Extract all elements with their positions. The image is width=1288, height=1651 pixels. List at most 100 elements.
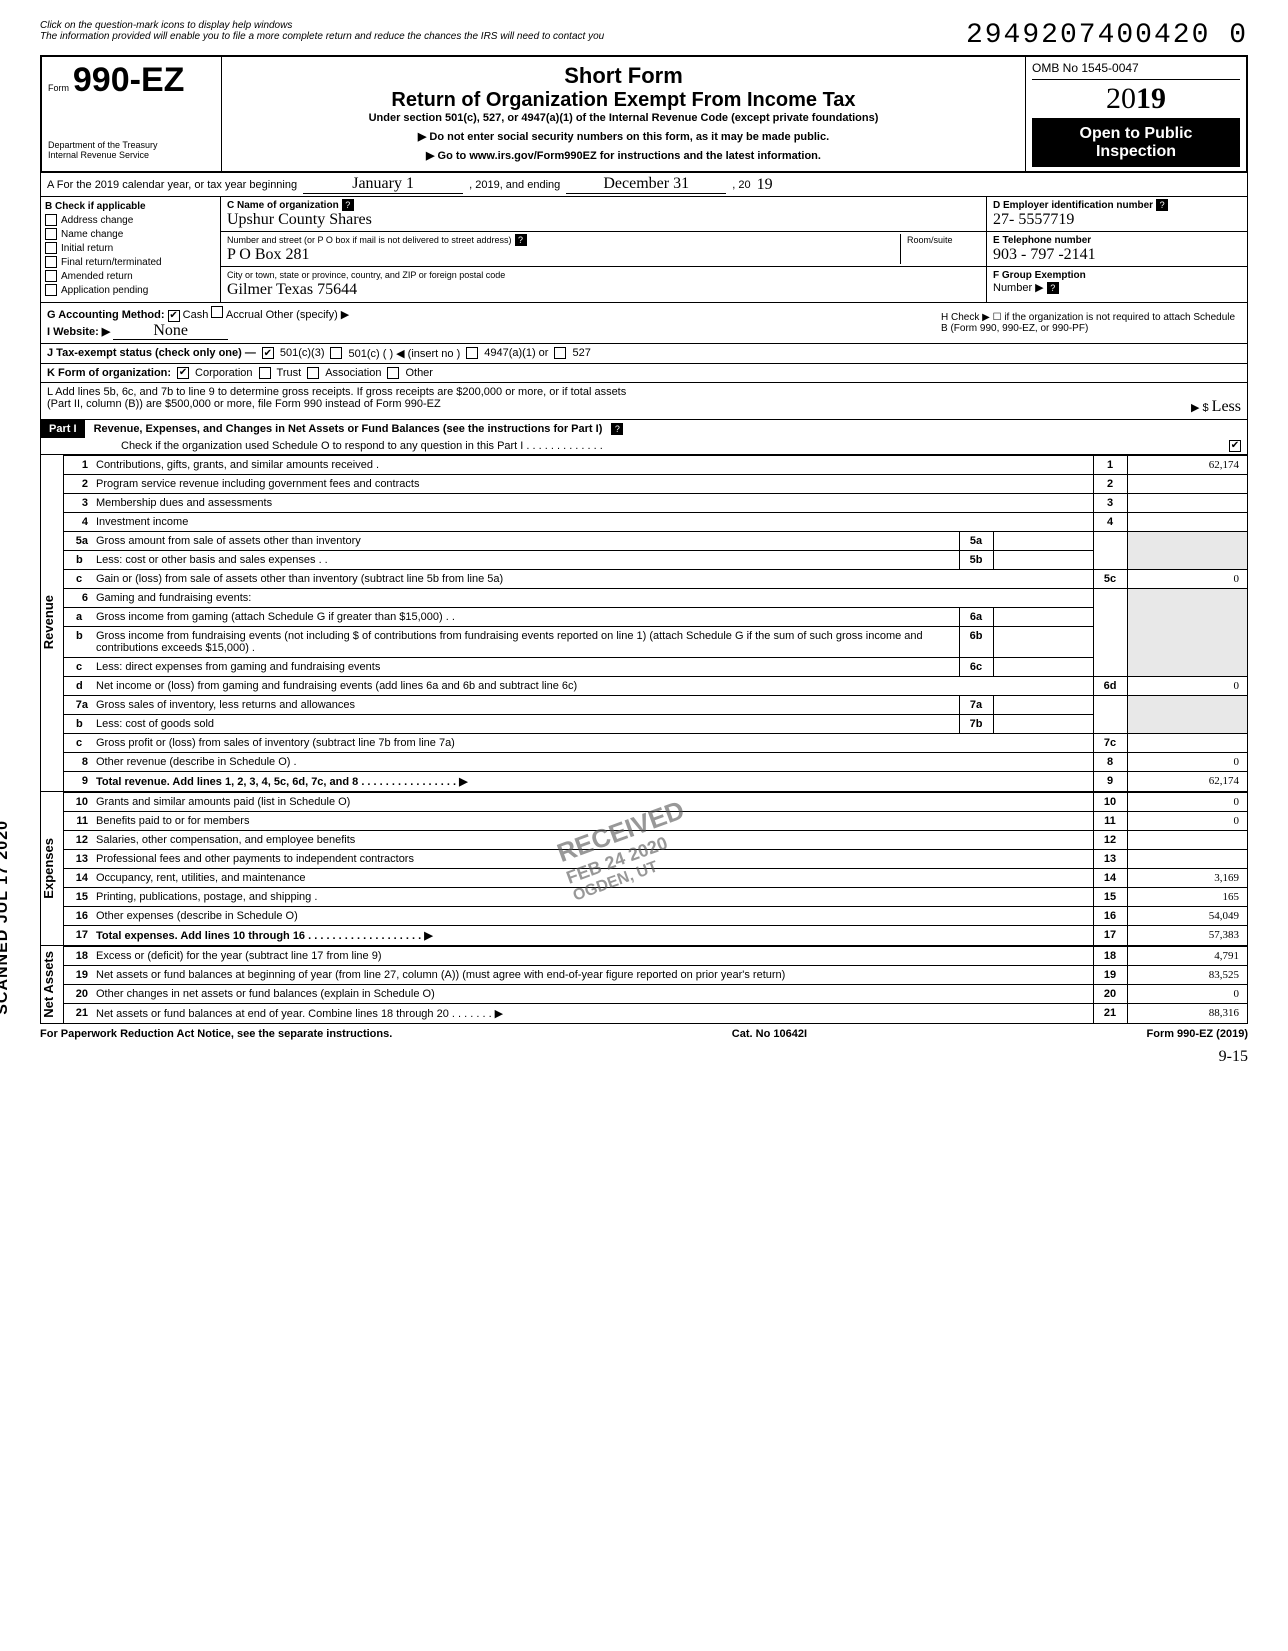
line-j: J Tax-exempt status (check only one) — ✔…	[40, 344, 1248, 364]
line-a-mid: , 2019, and ending	[469, 179, 560, 191]
part-1-tag: Part I	[41, 420, 85, 438]
line-2: 2Program service revenue including gover…	[64, 474, 1247, 493]
revenue-side-label: Revenue	[41, 595, 63, 649]
line-10: 10Grants and similar amounts paid (list …	[64, 792, 1247, 811]
expenses-side-label: Expenses	[41, 838, 63, 899]
net-assets-section: Net Assets 18Excess or (deficit) for the…	[40, 946, 1248, 1024]
line-17: 17Total expenses. Add lines 10 through 1…	[64, 925, 1247, 945]
footer: For Paperwork Reduction Act Notice, see …	[40, 1028, 1248, 1040]
chk-501c[interactable]	[330, 347, 342, 359]
form-header: Form 990-EZ Department of the Treasury I…	[40, 55, 1248, 173]
line-12: 12Salaries, other compensation, and empl…	[64, 830, 1247, 849]
open-public: Open to Public Inspection	[1032, 119, 1240, 167]
tax-year-end: December 31	[566, 175, 726, 194]
ein-value: 27- 5557719	[993, 211, 1074, 228]
col-d: D Employer identification number ? 27- 5…	[987, 197, 1247, 302]
col-c: C Name of organization ? Upshur County S…	[221, 197, 987, 302]
revenue-section: Revenue 1Contributions, gifts, grants, a…	[40, 455, 1248, 792]
chk-trust[interactable]	[259, 367, 271, 379]
net-assets-side-label: Net Assets	[41, 951, 63, 1018]
irs-label: Internal Revenue Service	[48, 150, 215, 160]
line-16: 16Other expenses (describe in Schedule O…	[64, 906, 1247, 925]
website-value: None	[113, 322, 228, 340]
chk-application-pending[interactable]: Application pending	[45, 284, 216, 296]
tax-year: 20201919	[1032, 80, 1240, 119]
chk-527[interactable]	[554, 347, 566, 359]
goto-url: ▶ Go to www.irs.gov/Form990EZ for instru…	[228, 149, 1019, 162]
tel-label: E Telephone number	[993, 235, 1091, 246]
chk-amended-return[interactable]: Amended return	[45, 270, 216, 282]
part-1-title: Revenue, Expenses, and Changes in Net As…	[88, 420, 609, 438]
line-7b: bLess: cost of goods sold7b	[64, 714, 1247, 733]
help-icon[interactable]: ?	[342, 199, 354, 211]
org-address: P O Box 281	[227, 246, 310, 263]
line-4: 4Investment income4	[64, 512, 1247, 531]
org-name: Upshur County Shares	[227, 211, 372, 228]
omb-number: OMB No 1545-0047	[1032, 61, 1240, 80]
org-city: Gilmer Texas 75644	[227, 281, 357, 298]
line-6: 6Gaming and fundraising events:	[64, 588, 1247, 607]
line-7c: cGross profit or (loss) from sales of in…	[64, 733, 1247, 752]
chk-accrual[interactable]	[211, 306, 223, 318]
gross-receipts-value: Less	[1212, 398, 1241, 415]
line-3: 3Membership dues and assessments3	[64, 493, 1247, 512]
group-exemption-label: F Group Exemption	[993, 270, 1086, 281]
chk-corporation[interactable]: ✔	[177, 367, 189, 379]
chk-association[interactable]	[307, 367, 319, 379]
line-l-2: (Part II, column (B)) are $500,000 or mo…	[47, 398, 441, 416]
chk-final-return[interactable]: Final return/terminated	[45, 256, 216, 268]
chk-other-org[interactable]	[387, 367, 399, 379]
expenses-table: 10Grants and similar amounts paid (list …	[64, 792, 1247, 945]
right-header: OMB No 1545-0047 20201919 Open to Public…	[1026, 57, 1246, 171]
line-6c: cLess: direct expenses from gaming and f…	[64, 657, 1247, 676]
form-footer: Form 990-EZ (2019)	[1147, 1028, 1248, 1040]
line-a: A For the 2019 calendar year, or tax yea…	[40, 173, 1248, 197]
line-i-label: I Website: ▶	[47, 326, 110, 338]
col-b: B Check if applicable Address change Nam…	[41, 197, 221, 302]
line-18: 18Excess or (deficit) for the year (subt…	[64, 946, 1247, 965]
revenue-table: 1Contributions, gifts, grants, and simil…	[64, 455, 1247, 791]
line-5b: bLess: cost or other basis and sales exp…	[64, 550, 1247, 569]
line-11: 11Benefits paid to or for members110	[64, 811, 1247, 830]
ssn-warning: ▶ Do not enter social security numbers o…	[228, 130, 1019, 143]
chk-501c3[interactable]: ✔	[262, 347, 274, 359]
line-l: L Add lines 5b, 6c, and 7b to line 9 to …	[40, 383, 1248, 420]
open-public-1: Open to Public	[1080, 125, 1193, 142]
under-section: Under section 501(c), 527, or 4947(a)(1)…	[228, 112, 1019, 124]
city-label: City or town, state or province, country…	[227, 270, 505, 280]
help-icon[interactable]: ?	[1156, 199, 1168, 211]
line-l-1: L Add lines 5b, 6c, and 7b to line 9 to …	[47, 386, 1241, 398]
line-g-i: G Accounting Method: ✔ Cash Accrual Othe…	[40, 303, 1248, 344]
chk-schedule-o[interactable]: ✔	[1229, 440, 1241, 452]
expenses-section: Expenses 10Grants and similar amounts pa…	[40, 792, 1248, 946]
form-number-block: Form 990-EZ Department of the Treasury I…	[42, 57, 222, 171]
line-5c: cGain or (loss) from sale of assets othe…	[64, 569, 1247, 588]
help-icon[interactable]: ?	[1047, 282, 1059, 294]
scanned-stamp: SCANNED JUL 17 2020	[0, 820, 12, 1015]
line-14: 14Occupancy, rent, utilities, and mainte…	[64, 868, 1247, 887]
line-1: 1Contributions, gifts, grants, and simil…	[64, 455, 1247, 474]
line-8: 8Other revenue (describe in Schedule O) …	[64, 752, 1247, 771]
tel-value: 903 - 797 -2141	[993, 246, 1096, 263]
line-15: 15Printing, publications, postage, and s…	[64, 887, 1247, 906]
line-9: 9Total revenue. Add lines 1, 2, 3, 4, 5c…	[64, 771, 1247, 791]
line-j-label: J Tax-exempt status (check only one) —	[47, 347, 256, 359]
help-icon[interactable]: ?	[515, 234, 527, 246]
line-6b: bGross income from fundraising events (n…	[64, 626, 1247, 657]
group-exemption-number: Number ▶	[993, 282, 1044, 294]
info-hint: The information provided will enable you…	[40, 31, 604, 42]
chk-name-change[interactable]: Name change	[45, 228, 216, 240]
chk-4947a1[interactable]	[466, 347, 478, 359]
line-20: 20Other changes in net assets or fund ba…	[64, 984, 1247, 1003]
chk-address-change[interactable]: Address change	[45, 214, 216, 226]
line-a-suffix: , 20	[732, 179, 750, 191]
help-icon[interactable]: ?	[611, 423, 623, 435]
pra-notice: For Paperwork Reduction Act Notice, see …	[40, 1028, 392, 1040]
chk-initial-return[interactable]: Initial return	[45, 242, 216, 254]
chk-cash[interactable]: ✔	[168, 310, 180, 322]
open-public-2: Inspection	[1096, 143, 1176, 160]
net-assets-table: 18Excess or (deficit) for the year (subt…	[64, 946, 1247, 1023]
catalog-number: Cat. No 10642I	[732, 1028, 807, 1040]
addr-label: Number and street (or P O box if mail is…	[227, 235, 511, 245]
part-1-check-text: Check if the organization used Schedule …	[121, 440, 603, 452]
